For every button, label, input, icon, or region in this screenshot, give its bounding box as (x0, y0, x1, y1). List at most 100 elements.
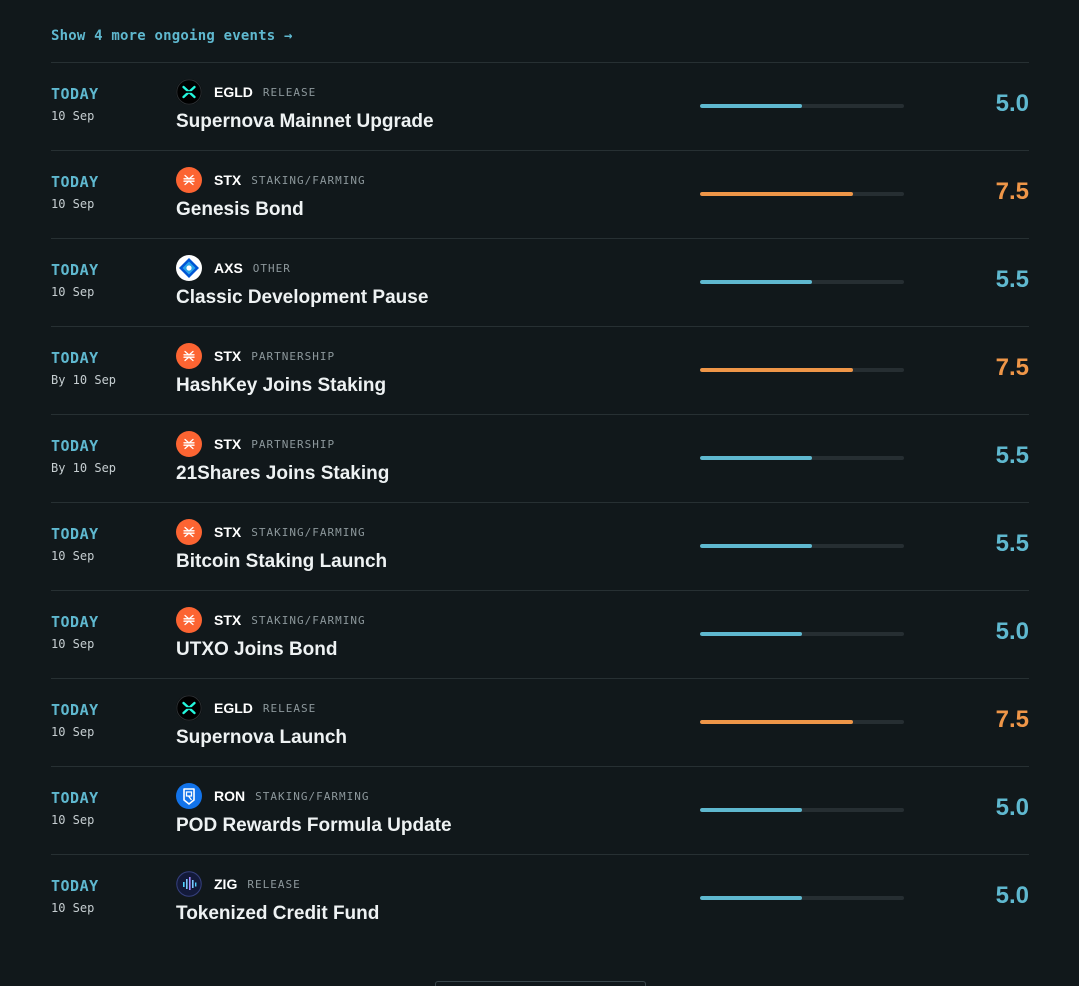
event-score: 5.5 (995, 442, 1029, 469)
score-bar (700, 808, 904, 812)
event-category: RELEASE (262, 85, 317, 99)
event-day-label: TODAY (51, 349, 99, 367)
score-bar-fill (700, 720, 853, 724)
event-score: 5.5 (995, 266, 1029, 293)
event-title[interactable]: UTXO Joins Bond (176, 639, 338, 660)
score-bar-fill (700, 192, 853, 196)
event-score: 5.0 (995, 882, 1029, 909)
event-title[interactable]: Tokenized Credit Fund (176, 903, 380, 924)
event-title[interactable]: 21Shares Joins Staking (176, 463, 390, 484)
event-coin[interactable]: EGLD RELEASE (176, 79, 316, 105)
show-more-events-link[interactable]: Show 4 more ongoing events → (51, 28, 293, 44)
event-coin[interactable]: STX STAKING/FARMING (176, 519, 366, 545)
event-coin[interactable]: STX STAKING/FARMING (176, 167, 366, 193)
event-category: STAKING/FARMING (251, 173, 366, 187)
event-category: STAKING/FARMING (251, 613, 366, 627)
event-category: STAKING/FARMING (255, 789, 370, 803)
stx-icon (176, 519, 202, 545)
event-when: TODAY 10 Sep (51, 877, 99, 915)
event-title[interactable]: HashKey Joins Staking (176, 375, 387, 396)
event-day-label: TODAY (51, 877, 99, 895)
event-day-label: TODAY (51, 173, 99, 191)
event-date: 10 Sep (51, 285, 95, 299)
coin-ticker: RON (214, 788, 246, 804)
event-score: 5.5 (995, 530, 1029, 557)
coin-ticker: STX (214, 436, 242, 452)
event-row[interactable]: TODAY By 10 Sep STX PARTNERSHIP HashKey … (51, 326, 1029, 414)
event-category: RELEASE (247, 877, 301, 891)
event-title[interactable]: Bitcoin Staking Launch (176, 551, 388, 572)
event-coin[interactable]: EGLD RELEASE (176, 695, 316, 721)
event-when: TODAY 10 Sep (51, 173, 99, 211)
event-score: 5.0 (995, 618, 1029, 645)
coin-ticker: AXS (214, 260, 243, 276)
score-bar-fill (700, 104, 802, 108)
score-bar (700, 192, 904, 196)
score-bar (700, 720, 904, 724)
event-coin[interactable]: STX STAKING/FARMING (176, 607, 366, 633)
score-bar (700, 104, 904, 108)
event-coin[interactable]: AXS OTHER (176, 255, 291, 281)
score-bar (700, 896, 904, 900)
event-row[interactable]: TODAY 10 Sep ZIG RELEASE Tokenized Credi… (51, 854, 1029, 942)
event-day-label: TODAY (51, 525, 99, 543)
event-date: By 10 Sep (51, 461, 117, 475)
event-when: TODAY By 10 Sep (51, 437, 116, 475)
coin-ticker: ZIG (214, 876, 238, 892)
event-row[interactable]: TODAY 10 Sep STX STAKING/FARMING Bitcoin… (51, 502, 1029, 590)
event-score: 7.5 (995, 354, 1029, 381)
event-row[interactable]: TODAY 10 Sep EGLD RELEASE Supernova Laun… (51, 678, 1029, 766)
event-score: 7.5 (995, 706, 1029, 733)
event-date: 10 Sep (51, 197, 95, 211)
event-when: TODAY 10 Sep (51, 789, 99, 827)
score-bar (700, 544, 904, 548)
event-row[interactable]: TODAY 10 Sep STX STAKING/FARMING UTXO Jo… (51, 590, 1029, 678)
event-when: TODAY 10 Sep (51, 85, 99, 123)
event-when: TODAY 10 Sep (51, 613, 99, 651)
event-category: PARTNERSHIP (251, 437, 336, 451)
event-title[interactable]: Genesis Bond (176, 199, 304, 220)
event-row[interactable]: TODAY 10 Sep AXS OTHER Classic Developme… (51, 238, 1029, 326)
event-coin[interactable]: ZIG RELEASE (176, 871, 301, 897)
stx-icon (176, 607, 202, 633)
event-title[interactable]: Supernova Mainnet Upgrade (176, 111, 434, 132)
event-when: TODAY By 10 Sep (51, 349, 116, 387)
event-day-label: TODAY (51, 85, 99, 103)
event-category: RELEASE (262, 701, 317, 715)
event-date: By 10 Sep (51, 373, 117, 387)
pagination-tab[interactable] (435, 981, 646, 986)
event-row[interactable]: TODAY 10 Sep EGLD RELEASE Supernova Main… (51, 62, 1029, 150)
event-score: 7.5 (995, 178, 1029, 205)
event-category: STAKING/FARMING (251, 525, 366, 539)
event-when: TODAY 10 Sep (51, 701, 99, 739)
event-date: 10 Sep (51, 901, 95, 915)
coin-ticker: STX (214, 612, 242, 628)
event-date: 10 Sep (51, 109, 95, 123)
event-coin[interactable]: STX PARTNERSHIP (176, 431, 335, 457)
event-day-label: TODAY (51, 261, 99, 279)
egld-icon (176, 79, 202, 105)
event-score: 5.0 (995, 794, 1029, 821)
score-bar-fill (700, 896, 802, 900)
score-bar-fill (700, 808, 802, 812)
stx-icon (176, 167, 202, 193)
stx-icon (176, 343, 202, 369)
event-title[interactable]: Classic Development Pause (176, 287, 429, 308)
event-title[interactable]: POD Rewards Formula Update (176, 815, 452, 836)
score-bar-fill (700, 280, 813, 284)
egld-icon (176, 695, 202, 721)
event-title[interactable]: Supernova Launch (176, 727, 348, 748)
event-coin[interactable]: STX PARTNERSHIP (176, 343, 335, 369)
event-date: 10 Sep (51, 725, 95, 739)
event-date: 10 Sep (51, 813, 95, 827)
event-coin[interactable]: RON STAKING/FARMING (176, 783, 369, 809)
event-when: TODAY 10 Sep (51, 261, 99, 299)
event-row[interactable]: TODAY 10 Sep RON STAKING/FARMING POD Rew… (51, 766, 1029, 854)
zig-icon (176, 871, 202, 897)
event-date: 10 Sep (51, 637, 95, 651)
event-row[interactable]: TODAY By 10 Sep STX PARTNERSHIP 21Shares… (51, 414, 1029, 502)
score-bar (700, 632, 904, 636)
coin-ticker: EGLD (214, 700, 253, 716)
event-row[interactable]: TODAY 10 Sep STX STAKING/FARMING Genesis… (51, 150, 1029, 238)
